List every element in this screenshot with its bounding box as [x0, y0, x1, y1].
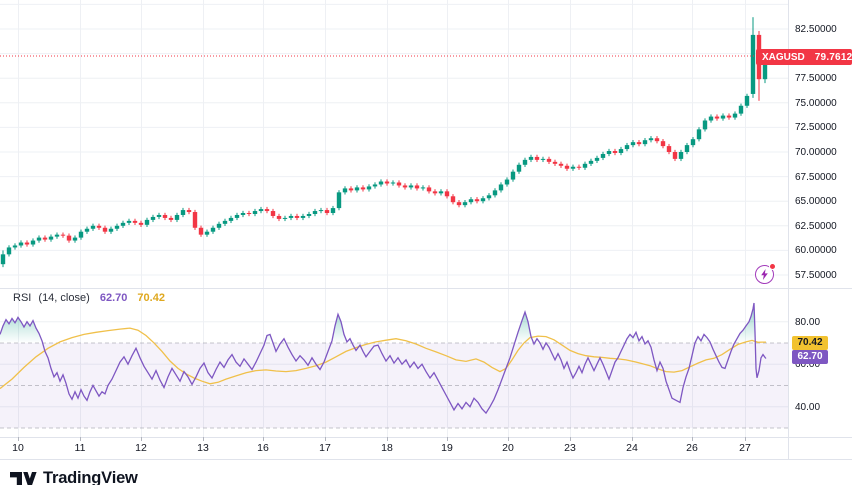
alert-button[interactable] — [755, 263, 776, 284]
time-axis-label: 13 — [197, 442, 209, 454]
rsi-ma-value-badge: 70.42 — [792, 336, 828, 350]
rsi-axis-label: 60.00 — [795, 359, 821, 371]
time-axis-label: 26 — [686, 442, 698, 454]
price-axis-label: 57.50000 — [795, 270, 837, 281]
time-axis-label: 16 — [257, 442, 269, 454]
time-axis-label: 11 — [74, 442, 86, 454]
rsi-axis-label: 80.00 — [795, 316, 821, 328]
time-axis-label: 27 — [739, 442, 751, 454]
price-axis-label: 72.50000 — [795, 122, 837, 134]
price-axis-label: 67.50000 — [795, 171, 837, 183]
time-axis-tick — [325, 437, 326, 441]
time-axis-border-bottom — [0, 459, 852, 460]
chart-canvas[interactable] — [0, 0, 852, 462]
time-axis-tick — [141, 437, 142, 441]
rsi-legend-params: (14, close) — [38, 292, 90, 304]
rsi-ma-legend-value: 70.42 — [137, 292, 165, 304]
time-axis-tick — [692, 437, 693, 441]
price-axis-label: 65.00000 — [795, 196, 837, 208]
lightning-icon — [761, 269, 768, 280]
time-axis-label: 10 — [12, 442, 24, 454]
price-axis-label: 60.00000 — [795, 245, 837, 257]
price-axis-label: 70.00000 — [795, 147, 837, 158]
time-axis-tick — [570, 437, 571, 441]
time-axis-label: 17 — [319, 442, 331, 454]
pane-separator[interactable] — [0, 288, 852, 289]
price-axis-label: 75.00000 — [795, 97, 837, 109]
time-axis-label: 12 — [135, 442, 147, 454]
price-axis-label: 77.50000 — [795, 73, 837, 85]
time-axis-tick — [447, 437, 448, 441]
rsi-legend-title: RSI — [13, 292, 32, 304]
rsi-value-badge: 62.70 — [792, 350, 828, 364]
tradingview-mark-icon — [10, 471, 37, 485]
time-axis-tick — [632, 437, 633, 441]
price-axis-border — [788, 0, 789, 459]
last-price-value: 79.76120 — [814, 51, 852, 63]
time-axis-tick — [263, 437, 264, 441]
time-axis-tick — [203, 437, 204, 441]
time-axis-tick — [387, 437, 388, 441]
time-axis-label: 24 — [626, 442, 638, 454]
time-axis-label: 20 — [502, 442, 514, 454]
rsi-legend-value: 62.70 — [99, 292, 128, 304]
symbol-name: XAGUSD — [762, 51, 805, 63]
time-axis-label: 23 — [564, 442, 576, 454]
tradingview-logo-text: TradingView — [43, 469, 138, 485]
time-axis-tick — [745, 437, 746, 441]
tradingview-logo[interactable]: TradingView — [10, 469, 138, 485]
time-axis-tick — [80, 437, 81, 441]
alert-notification-dot — [769, 263, 776, 270]
time-axis-label: 18 — [381, 442, 393, 454]
time-axis-label: 19 — [441, 442, 453, 454]
time-axis-tick — [508, 437, 509, 441]
price-axis-label: 62.50000 — [795, 220, 837, 232]
time-axis-tick — [18, 437, 19, 441]
time-axis-border-top — [0, 437, 852, 438]
last-price-label: XAGUSD 79.76120 — [756, 49, 852, 65]
price-axis-label: 82.50000 — [795, 24, 837, 35]
rsi-axis-label: 40.00 — [795, 401, 821, 413]
rsi-indicator-legend[interactable]: RSI (14, close) 62.70 70.42 — [13, 292, 165, 304]
